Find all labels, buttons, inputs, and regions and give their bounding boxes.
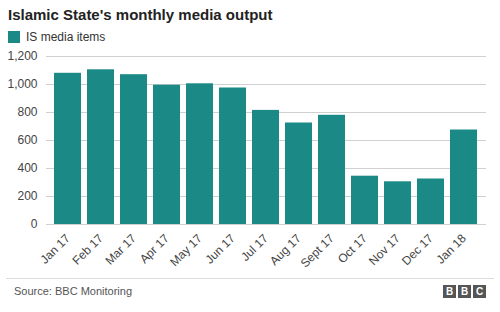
html-text:Islamic State's monthly media: Islamic State's monthly media output: [8, 6, 273, 23]
svg-text:0: 0: [31, 217, 38, 231]
svg-text:Mar 17: Mar 17: [103, 231, 140, 268]
svg-text:800: 800: [17, 105, 37, 119]
svg-text:Oct 17: Oct 17: [335, 231, 370, 266]
svg-text:Aug 17: Aug 17: [267, 231, 304, 269]
svg-text:May 17: May 17: [167, 231, 205, 269]
svg-text:Jun 17: Jun 17: [202, 231, 238, 267]
html-text:Source: BBC Monitoring: Source: BBC Monitoring: [14, 285, 132, 297]
html-text:IS media items: IS media items: [26, 30, 106, 44]
svg-text:1,200: 1,200: [7, 49, 37, 63]
svg-text:Jan 18: Jan 18: [433, 231, 469, 267]
html-text:B: B: [460, 285, 469, 297]
svg-text:Apr 17: Apr 17: [137, 231, 172, 266]
svg-text:Jan 17: Jan 17: [37, 231, 73, 267]
svg-text:Nov 17: Nov 17: [366, 231, 403, 268]
html-text:B: B: [445, 285, 454, 297]
svg-text:Dec 17: Dec 17: [399, 231, 436, 268]
svg-text:Jul 17: Jul 17: [238, 231, 271, 264]
html-text:C: C: [475, 285, 484, 297]
svg-text:400: 400: [17, 161, 37, 175]
svg-text:Sept 17: Sept 17: [298, 231, 337, 270]
svg-text:600: 600: [17, 133, 37, 147]
svg-text:1,000: 1,000: [7, 77, 37, 91]
svg-text:200: 200: [17, 189, 37, 203]
svg-text:Feb 17: Feb 17: [70, 231, 107, 268]
